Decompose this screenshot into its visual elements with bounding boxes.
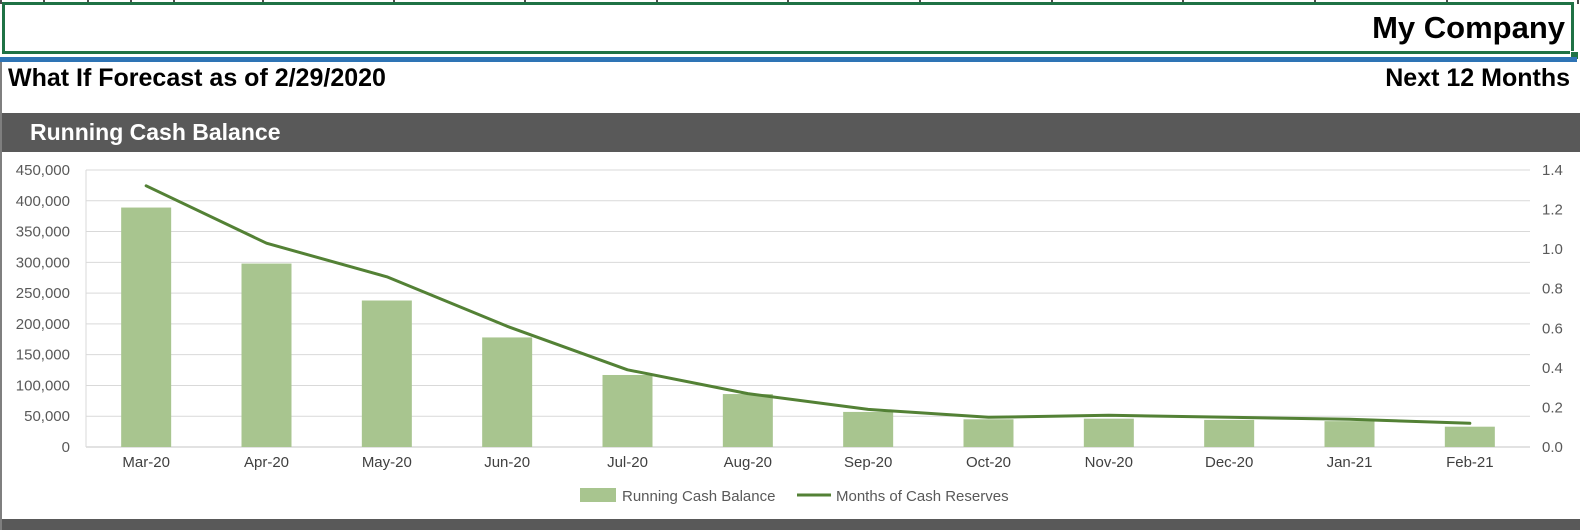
bar-series xyxy=(121,207,1495,447)
left-axis-tick: 250,000 xyxy=(16,285,70,302)
category-label: May-20 xyxy=(362,454,412,471)
left-axis-tick: 300,000 xyxy=(16,254,70,271)
sheet-left-border xyxy=(0,62,2,530)
forecast-title: What If Forecast as of 2/29/2020 xyxy=(8,64,386,92)
legend-line-label: Months of Cash Reserves xyxy=(836,488,1009,505)
legend-bar-label: Running Cash Balance xyxy=(622,488,775,505)
bar-may-20[interactable] xyxy=(361,300,412,447)
header-divider xyxy=(0,57,1577,62)
left-axis-tick: 50,000 xyxy=(24,408,70,425)
category-label: Mar-20 xyxy=(122,454,170,471)
gridlines xyxy=(85,169,1530,448)
bar-sep-20[interactable] xyxy=(843,411,894,447)
left-axis-tick: 400,000 xyxy=(16,193,70,210)
category-label: Feb-21 xyxy=(1446,454,1494,471)
column-tick xyxy=(0,0,2,4)
reserves-line[interactable] xyxy=(144,184,1472,425)
legend-bar-swatch[interactable] xyxy=(580,488,616,502)
right-axis-tick: 0.2 xyxy=(1542,399,1563,416)
chart-legend: Running Cash Balance Months of Cash Reser… xyxy=(580,488,1009,505)
bar-jul-20[interactable] xyxy=(602,374,653,447)
bar-nov-20[interactable] xyxy=(1083,418,1134,447)
chart-canvas: 450,000 400,000 350,000 300,000 250,000 200,0… xyxy=(16,162,1563,505)
bar-mar-20[interactable] xyxy=(121,207,172,447)
right-axis-tick: 1.4 xyxy=(1542,162,1563,179)
left-axis-labels: 450,000 400,000 350,000 300,000 250,000 200,0… xyxy=(16,162,70,456)
right-axis-tick: 0.4 xyxy=(1542,360,1563,377)
bar-apr-20[interactable] xyxy=(241,263,292,447)
section-title: Running Cash Balance xyxy=(30,119,281,145)
left-axis-tick: 350,000 xyxy=(16,224,70,241)
category-label: Jul-20 xyxy=(607,454,648,471)
category-label: Jan-21 xyxy=(1327,454,1373,471)
selected-cell-range[interactable]: My Company xyxy=(2,2,1574,54)
bar-jun-20[interactable] xyxy=(482,337,533,447)
right-axis-tick: 1.2 xyxy=(1542,202,1563,219)
category-label: Sep-20 xyxy=(844,454,892,471)
section-header: Running Cash Balance xyxy=(2,113,1580,153)
left-axis-tick: 200,000 xyxy=(16,316,70,333)
right-axis-tick: 1.0 xyxy=(1542,241,1563,258)
left-axis-tick: 0 xyxy=(62,439,70,456)
left-axis-tick: 100,000 xyxy=(16,377,70,394)
right-axis-tick: 0.6 xyxy=(1542,320,1563,337)
right-axis-labels: 1.4 1.2 1.0 0.8 0.6 0.4 0.2 0.0 xyxy=(1542,162,1563,456)
category-label: Jun-20 xyxy=(484,454,530,471)
bar-feb-21[interactable] xyxy=(1444,426,1495,447)
bar-aug-20[interactable] xyxy=(722,394,773,447)
bar-dec-20[interactable] xyxy=(1204,419,1255,447)
category-axis-labels: Mar-20 Apr-20 May-20 Jun-20 Jul-20 Aug-20 Sep-… xyxy=(122,454,1493,471)
category-label: Apr-20 xyxy=(244,454,289,471)
bar-oct-20[interactable] xyxy=(963,419,1014,447)
category-label: Aug-20 xyxy=(724,454,772,471)
category-label: Dec-20 xyxy=(1205,454,1253,471)
right-axis-tick: 0.8 xyxy=(1542,281,1563,298)
right-axis-tick: 0.0 xyxy=(1542,439,1563,456)
left-axis-tick: 150,000 xyxy=(16,347,70,364)
column-tick xyxy=(1577,0,1579,4)
next-section-bar xyxy=(2,519,1580,530)
bar-jan-21[interactable] xyxy=(1324,421,1375,447)
category-label: Oct-20 xyxy=(966,454,1011,471)
category-label: Nov-20 xyxy=(1085,454,1133,471)
company-name: My Company xyxy=(1372,10,1565,45)
period-label: Next 12 Months xyxy=(1385,64,1570,92)
left-axis-tick: 450,000 xyxy=(16,162,70,179)
running-cash-balance-chart[interactable]: 450,000 400,000 350,000 300,000 250,000 200,0… xyxy=(0,152,1580,518)
